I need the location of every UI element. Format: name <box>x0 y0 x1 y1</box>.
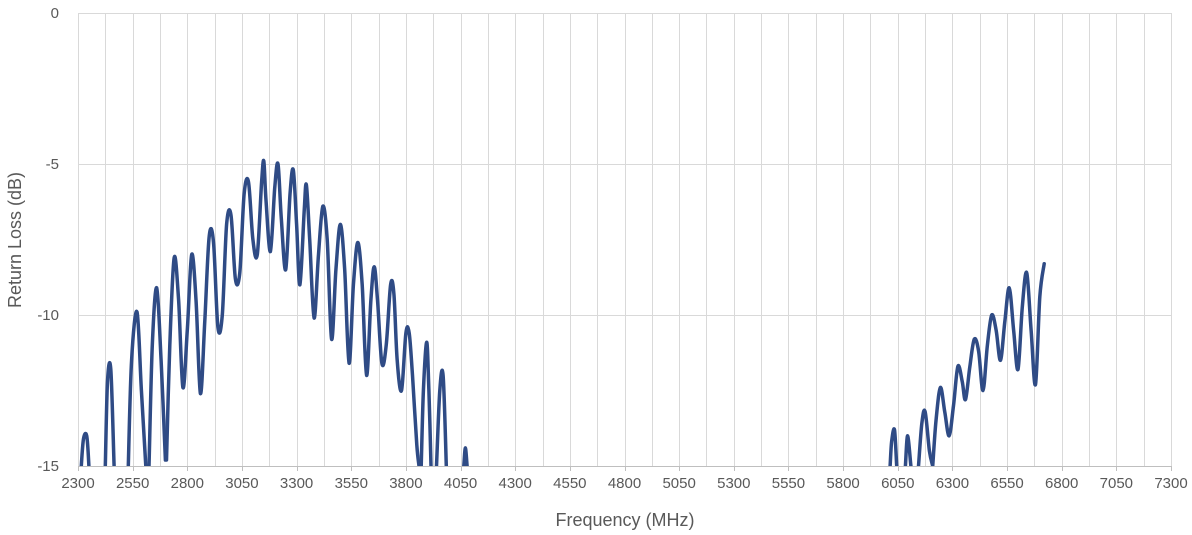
series-line <box>79 431 91 466</box>
series-line <box>916 408 935 466</box>
y-tick-label: -15 <box>37 458 59 475</box>
x-tick-label: 4800 <box>608 475 641 492</box>
x-tick-label: 4550 <box>553 475 586 492</box>
x-tick-label: 5550 <box>772 475 805 492</box>
series-line <box>164 158 421 466</box>
x-tick-label: 6550 <box>990 475 1023 492</box>
x-tick-label: 6050 <box>881 475 914 492</box>
series-line <box>903 434 913 466</box>
x-tick-label: 4050 <box>444 475 477 492</box>
x-tick-label: 6800 <box>1045 475 1078 492</box>
y-axis-title: Return Loss (dB) <box>5 172 25 308</box>
series-line <box>434 368 449 466</box>
series-line <box>419 340 433 466</box>
series-line <box>103 361 116 466</box>
series-line <box>888 427 899 466</box>
x-tick-label: 3800 <box>389 475 422 492</box>
x-tick-label: 5300 <box>717 475 750 492</box>
tick-labels: 2300 2550 2800 3050 3300 3550 3800 4050 4300 4550… <box>37 5 1187 492</box>
y-tick-label: 0 <box>51 5 59 22</box>
x-tick-label: 6300 <box>936 475 969 492</box>
y-tick-label: -5 <box>46 156 59 173</box>
x-axis-title: Frequency (MHz) <box>555 510 694 530</box>
series-line <box>930 261 1046 466</box>
x-tick-label: 3550 <box>335 475 368 492</box>
x-tick-label: 5050 <box>662 475 695 492</box>
x-tick-label: 7050 <box>1100 475 1133 492</box>
series-line <box>462 446 469 466</box>
series-line <box>126 309 148 466</box>
x-tick-label: 3300 <box>280 475 313 492</box>
x-tick-label: 5800 <box>826 475 859 492</box>
series-line <box>147 286 168 466</box>
x-tick-label: 4300 <box>499 475 532 492</box>
x-tick-label: 2550 <box>116 475 149 492</box>
series-layer <box>79 158 1046 466</box>
y-tick-label: -10 <box>37 307 59 324</box>
x-tick-label: 3050 <box>225 475 258 492</box>
x-tick-label: 7300 <box>1154 475 1187 492</box>
axes <box>78 466 1172 471</box>
x-tick-label: 2800 <box>171 475 204 492</box>
x-tick-label: 2300 <box>61 475 94 492</box>
